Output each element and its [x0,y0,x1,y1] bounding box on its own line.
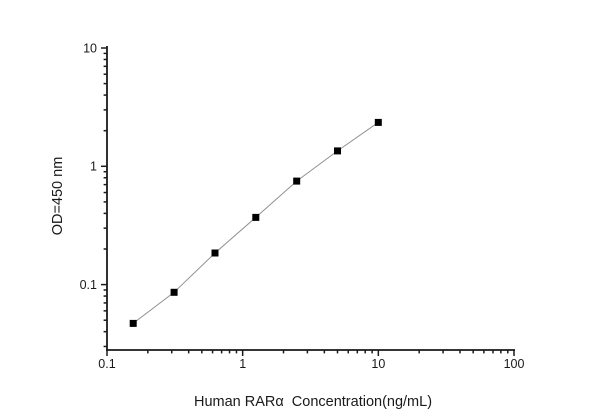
y-axis-title: OD=450 nm [50,157,66,236]
data-point-marker [170,288,178,296]
data-point-marker [334,147,341,155]
y-tick-label: 10 [83,41,97,55]
data-point-marker [129,319,137,327]
data-point-marker [211,249,219,257]
x-axis-title: Human RARα Concentration(ng/mL) [194,394,432,410]
y-tick-label: 1 [90,160,97,174]
x-tick-label: 1 [239,357,246,371]
axes: 0.1 1 10 100 0.1 1 10 [80,41,525,370]
x-tick-label: 10 [371,357,385,371]
data-point-marker [252,213,260,221]
y-tick-label: 0.1 [80,278,97,292]
data-point-marker [293,177,301,185]
x-tick-label: 0.1 [98,357,115,371]
data-series [129,118,382,327]
data-point-marker [374,118,382,126]
x-tick-label: 100 [504,357,525,371]
curve-line [132,121,379,324]
